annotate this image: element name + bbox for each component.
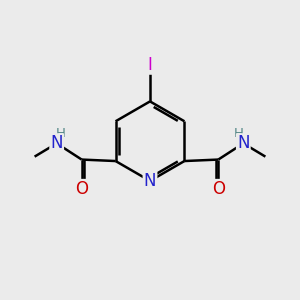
Text: O: O [75,180,88,198]
Text: N: N [50,134,63,152]
Text: N: N [144,172,156,190]
Text: N: N [237,134,250,152]
Text: H: H [56,127,66,140]
Text: H: H [234,127,244,140]
Text: O: O [212,180,225,198]
Text: I: I [148,56,152,74]
